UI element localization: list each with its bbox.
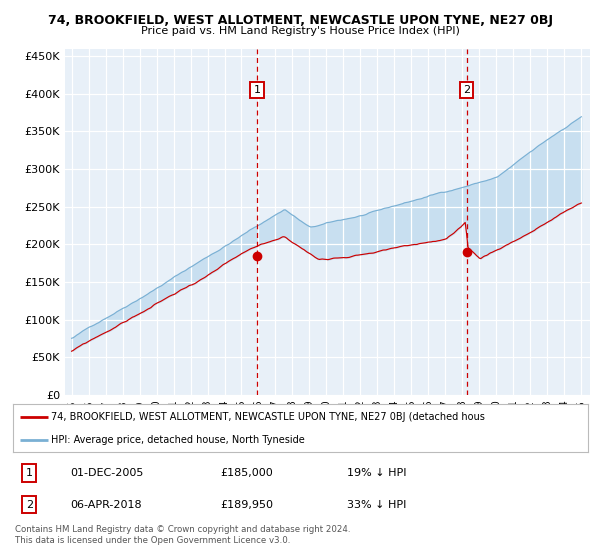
Text: 1: 1 [254,85,260,95]
Text: £185,000: £185,000 [220,468,273,478]
Text: 19% ↓ HPI: 19% ↓ HPI [347,468,406,478]
Text: 1: 1 [26,468,33,478]
Text: 74, BROOKFIELD, WEST ALLOTMENT, NEWCASTLE UPON TYNE, NE27 0BJ (detached hous: 74, BROOKFIELD, WEST ALLOTMENT, NEWCASTL… [50,412,484,422]
Text: 01-DEC-2005: 01-DEC-2005 [71,468,144,478]
Text: 74, BROOKFIELD, WEST ALLOTMENT, NEWCASTLE UPON TYNE, NE27 0BJ: 74, BROOKFIELD, WEST ALLOTMENT, NEWCASTL… [47,14,553,27]
Text: 33% ↓ HPI: 33% ↓ HPI [347,500,406,510]
Text: Contains HM Land Registry data © Crown copyright and database right 2024.
This d: Contains HM Land Registry data © Crown c… [15,525,350,545]
Text: HPI: Average price, detached house, North Tyneside: HPI: Average price, detached house, Nort… [50,435,304,445]
Text: £189,950: £189,950 [220,500,273,510]
Text: 06-APR-2018: 06-APR-2018 [71,500,142,510]
Text: 2: 2 [463,85,470,95]
Text: 2: 2 [26,500,33,510]
Text: Price paid vs. HM Land Registry's House Price Index (HPI): Price paid vs. HM Land Registry's House … [140,26,460,36]
